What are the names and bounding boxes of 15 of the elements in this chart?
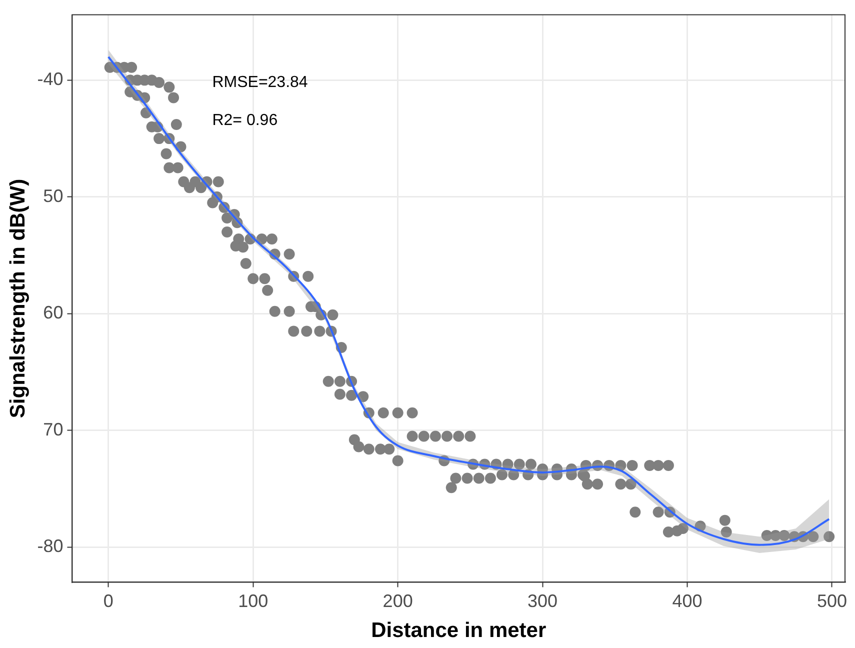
y-tick-label: -80: [37, 536, 64, 556]
y-tick-label: -40: [37, 69, 64, 90]
y-tick-label: 70: [43, 419, 64, 440]
x-tick-label: 300: [528, 590, 558, 611]
y-tick-label: 50: [43, 186, 64, 206]
y-axis-title: Signalstrength in dB(W): [6, 178, 30, 418]
x-tick-label: 400: [672, 590, 702, 611]
annotation: R2= 0.96: [212, 112, 278, 130]
x-axis-title: Distance in meter: [371, 619, 546, 642]
x-tick-label: 500: [816, 590, 847, 611]
x-tick-label: 0: [103, 590, 114, 611]
y-tick-label: 60: [43, 302, 64, 323]
x-tick-label: 100: [238, 590, 268, 611]
x-tick-label: 200: [382, 590, 413, 611]
annotation: RMSE=23.84: [212, 74, 308, 92]
